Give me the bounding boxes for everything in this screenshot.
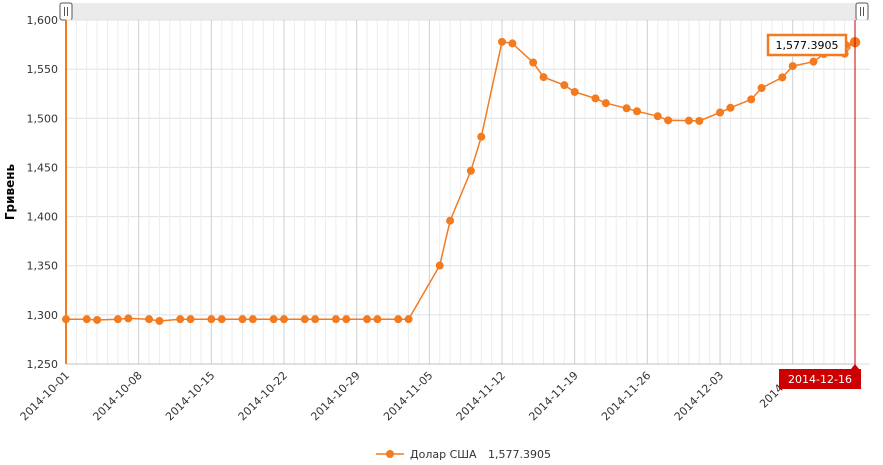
data-point[interactable] xyxy=(664,116,673,125)
data-point[interactable] xyxy=(435,261,444,270)
data-point[interactable] xyxy=(404,315,413,324)
data-point[interactable] xyxy=(331,315,340,324)
y-tick-label: 1,300 xyxy=(27,309,59,322)
range-handle-left[interactable] xyxy=(59,2,73,21)
data-point[interactable] xyxy=(155,316,164,325)
data-point[interactable] xyxy=(632,107,641,116)
data-point[interactable] xyxy=(653,112,662,121)
grid-lines xyxy=(65,19,870,365)
data-point[interactable] xyxy=(280,315,289,324)
data-point[interactable] xyxy=(466,166,475,175)
range-handle-right[interactable] xyxy=(855,2,869,21)
data-point[interactable] xyxy=(809,57,818,66)
y-tick-label: 1,250 xyxy=(27,358,59,371)
data-point[interactable] xyxy=(684,116,693,125)
data-point[interactable] xyxy=(207,315,216,324)
data-point[interactable] xyxy=(62,315,70,324)
data-point[interactable] xyxy=(342,315,351,324)
data-point[interactable] xyxy=(570,87,579,96)
data-point[interactable] xyxy=(363,315,372,324)
x-tick-label: 2014-10-15 xyxy=(163,369,217,423)
data-point[interactable] xyxy=(601,99,610,108)
legend-series-value: 1,577.3905 xyxy=(488,448,551,461)
data-point[interactable] xyxy=(529,58,538,67)
data-point[interactable] xyxy=(591,94,600,103)
range-selector-band[interactable] xyxy=(66,3,862,20)
data-point[interactable] xyxy=(695,116,704,125)
data-point[interactable] xyxy=(124,314,133,323)
x-tick-label: 2014-10-22 xyxy=(236,369,290,423)
data-point[interactable] xyxy=(508,39,517,48)
y-tick-label: 1,550 xyxy=(27,63,59,76)
data-point[interactable] xyxy=(726,103,735,112)
data-point[interactable] xyxy=(788,62,797,71)
x-tick-label: 2014-11-05 xyxy=(381,369,435,423)
legend-series-name: Долар США xyxy=(410,448,477,461)
value-tooltip: 1,577.3905 xyxy=(766,33,852,57)
x-tick-label: 2014-10-08 xyxy=(90,369,144,423)
data-point[interactable] xyxy=(539,73,548,82)
data-point[interactable] xyxy=(477,132,486,141)
legend[interactable]: Долар США 1,577.3905 xyxy=(376,448,551,461)
data-point[interactable] xyxy=(622,104,631,113)
y-tick-label: 1,400 xyxy=(27,211,59,224)
x-tick-label: 2014-11-12 xyxy=(454,369,508,423)
data-point[interactable] xyxy=(113,315,122,324)
data-point[interactable] xyxy=(82,315,91,324)
data-point[interactable] xyxy=(269,315,278,324)
legend-marker-icon xyxy=(386,450,394,458)
data-point[interactable] xyxy=(373,315,382,324)
x-axis-ticks: 2014-10-01 2014-10-08 2014-10-15 2014-10-22… xyxy=(18,369,799,423)
y-tick-label: 1,600 xyxy=(27,14,59,27)
y-tick-label: 1,450 xyxy=(27,161,59,174)
data-point[interactable] xyxy=(757,84,766,93)
svg-text:1,577.3905: 1,577.3905 xyxy=(776,39,839,52)
data-point[interactable] xyxy=(747,95,756,104)
data-point[interactable] xyxy=(394,315,403,324)
data-point[interactable] xyxy=(716,108,725,117)
y-tick-label: 1,500 xyxy=(27,112,59,125)
y-axis-ticks: 1,250 1,300 1,350 1,400 1,450 1,500 1,550 1,600 xyxy=(27,14,59,371)
data-point[interactable] xyxy=(93,315,102,324)
data-point[interactable] xyxy=(217,315,226,324)
x-tick-label: 2014-10-29 xyxy=(308,369,362,423)
data-point[interactable] xyxy=(248,315,257,324)
data-point[interactable] xyxy=(498,37,507,46)
data-point[interactable] xyxy=(145,315,154,324)
data-point[interactable] xyxy=(186,315,195,324)
y-tick-label: 1,350 xyxy=(27,260,59,273)
x-tick-label: 2014-10-01 xyxy=(18,369,72,423)
data-point[interactable] xyxy=(446,216,455,225)
x-tick-label: 2014-11-19 xyxy=(526,369,580,423)
data-point[interactable] xyxy=(311,315,320,324)
crosshair-date-label: 2014-12-16 xyxy=(779,364,861,389)
svg-text:2014-12-16: 2014-12-16 xyxy=(788,373,852,386)
data-point[interactable] xyxy=(238,315,247,324)
data-point[interactable] xyxy=(300,315,309,324)
data-point[interactable] xyxy=(560,81,569,90)
x-tick-label: 2014-11-26 xyxy=(599,369,653,423)
x-tick-label: 2014-12-03 xyxy=(672,369,726,423)
data-point[interactable] xyxy=(778,73,787,82)
data-point[interactable] xyxy=(176,315,185,324)
y-axis-title: Гривень xyxy=(3,163,17,220)
